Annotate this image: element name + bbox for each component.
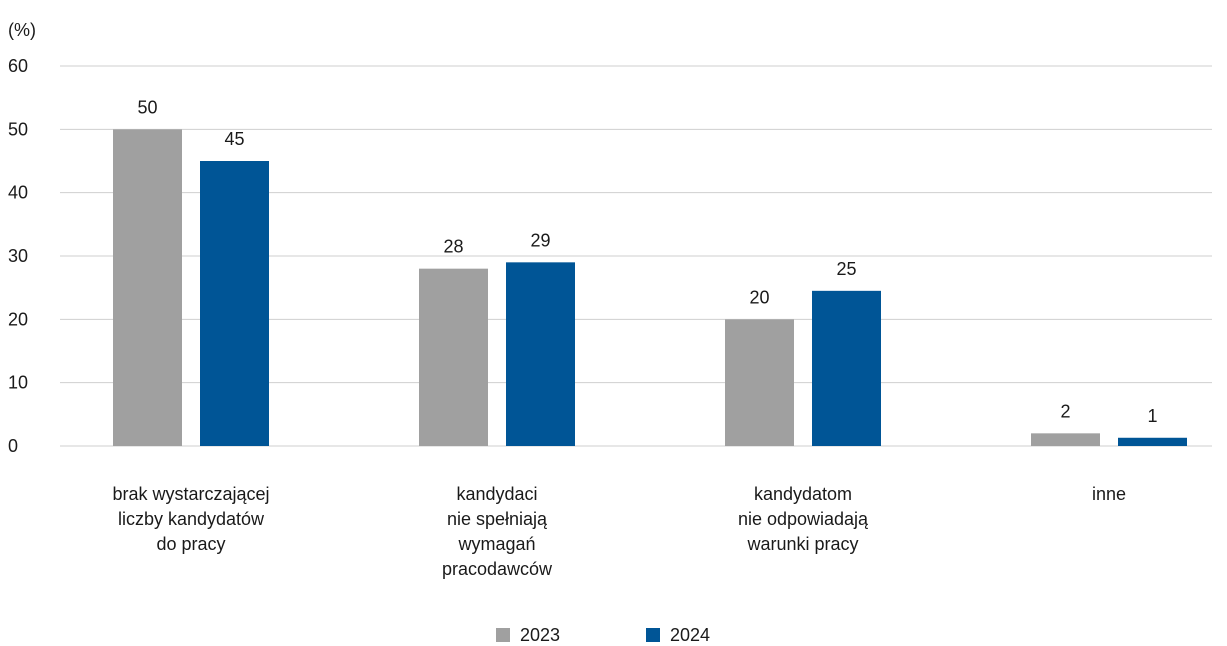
category-label-0: brak wystarczającej liczby kandydatów do p… [112, 484, 269, 554]
legend-label-2023: 2023 [520, 625, 560, 645]
bar-2023-2 [725, 319, 794, 446]
bar-2023-0 [113, 129, 182, 447]
y-tick-label: 0 [8, 436, 18, 456]
y-tick-label: 20 [8, 309, 28, 329]
bar-2024-0 [200, 161, 269, 446]
category-label-line: wymagań [457, 534, 535, 554]
y-tick-label: 50 [8, 119, 28, 139]
y-axis-ticks: 0 10 20 30 40 50 60 [8, 56, 28, 456]
y-tick-label: 40 [8, 183, 28, 203]
y-tick-label: 30 [8, 246, 28, 266]
legend-swatch-2023 [496, 628, 510, 642]
category-label-line: kandydatom [754, 484, 852, 504]
data-label-2024-0: 45 [224, 129, 244, 149]
bar-2024-2 [812, 290, 881, 446]
category-label-line: nie odpowiadają [738, 509, 869, 529]
bars [113, 129, 1187, 447]
legend-label-2024: 2024 [670, 625, 710, 645]
data-label-2024-3: 1 [1147, 406, 1157, 426]
y-tick-label: 60 [8, 56, 28, 76]
y-tick-label: 10 [8, 373, 28, 393]
category-label-line: liczby kandydatów [118, 509, 265, 529]
data-label-2024-2: 25 [836, 259, 856, 279]
category-label-line: nie spełniają [447, 509, 548, 529]
data-label-2023-1: 28 [443, 237, 463, 257]
bar-2023-3 [1031, 433, 1100, 446]
category-label-line: do pracy [156, 534, 225, 554]
bar-2024-1 [506, 262, 575, 446]
legend: 2023 2024 [496, 625, 710, 645]
category-label-line: kandydaci [456, 484, 537, 504]
bar-2023-1 [419, 268, 488, 446]
x-axis-categories: brak wystarczającej liczby kandydatów do p… [112, 484, 1126, 579]
category-label-line: brak wystarczającej [112, 484, 269, 504]
data-label-2023-2: 20 [749, 287, 769, 307]
data-label-2024-1: 29 [530, 230, 550, 250]
y-axis-unit-label: (%) [8, 20, 36, 40]
category-label-1: kandydaci nie spełniają wymagań pracodawców [442, 484, 553, 579]
legend-swatch-2024 [646, 628, 660, 642]
category-label-line: inne [1092, 484, 1126, 504]
category-label-line: warunki pracy [746, 534, 858, 554]
category-label-3: inne [1092, 484, 1126, 504]
category-label-2: kandydatom nie odpowiadają warunki pracy [738, 484, 869, 554]
data-labels: 50 28 20 2 45 29 25 1 [137, 97, 1157, 425]
data-label-2023-3: 2 [1060, 401, 1070, 421]
category-label-line: pracodawców [442, 559, 553, 579]
bar-2024-3 [1118, 437, 1187, 446]
data-label-2023-0: 50 [137, 97, 157, 117]
